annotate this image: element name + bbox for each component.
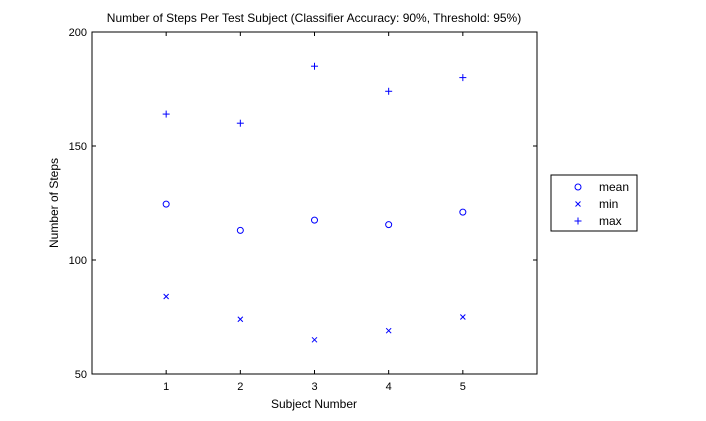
min-point-2 — [237, 316, 244, 323]
legend-label-max: max — [599, 214, 622, 228]
legend-marker-max — [574, 217, 582, 225]
data-points — [162, 62, 467, 343]
mean-point-1 — [162, 200, 170, 208]
legend-label-min: min — [599, 197, 618, 211]
legend-box — [550, 174, 638, 232]
x-tick-label-4: 4 — [386, 381, 392, 393]
x-tick-label-2: 2 — [237, 381, 243, 393]
max-point-5 — [459, 74, 467, 82]
y-axis-label: Number of Steps — [47, 158, 61, 248]
min-point-4 — [385, 327, 392, 334]
legend-marker-mean — [574, 183, 582, 191]
legend: mean min max — [550, 174, 638, 232]
x-tick-labels: 1 2 3 4 5 — [163, 381, 466, 393]
x-tick-label-3: 3 — [311, 381, 317, 393]
plot-area — [91, 31, 538, 375]
y-tick-label-2: 100 — [69, 255, 87, 267]
max-point-2 — [236, 119, 244, 127]
y-tick-labels: 50 100 150 200 — [69, 27, 87, 381]
axis-ticks — [92, 31, 537, 375]
mean-point-4 — [385, 221, 393, 229]
x-tick-label-1: 1 — [163, 381, 169, 393]
mean-point-3 — [311, 216, 318, 224]
x-axis-label: Subject Number — [271, 397, 357, 411]
legend-label-mean: mean — [599, 180, 629, 194]
y-tick-label-1: 50 — [75, 369, 87, 381]
max-point-3 — [311, 62, 318, 70]
y-tick-label-3: 150 — [69, 141, 87, 153]
max-point-4 — [385, 87, 393, 95]
min-point-1 — [163, 293, 170, 300]
min-point-3 — [311, 336, 318, 343]
max-point-1 — [162, 110, 170, 118]
mean-point-5 — [459, 208, 467, 216]
mean-point-2 — [236, 226, 244, 234]
legend-marker-min — [575, 201, 581, 207]
y-tick-label-4: 200 — [69, 27, 87, 39]
min-point-5 — [459, 314, 466, 320]
chart-title: Number of Steps Per Test Subject (Classi… — [107, 11, 521, 25]
x-tick-label-5: 5 — [460, 381, 466, 393]
